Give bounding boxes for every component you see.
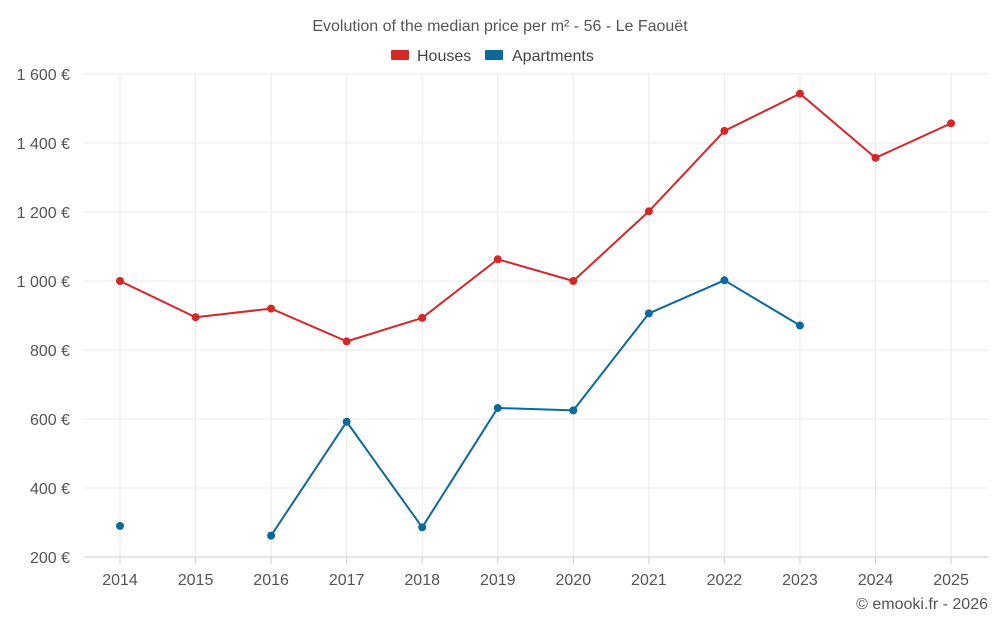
x-tick-label-2025: 2025 — [933, 572, 969, 589]
data-point-houses-2019[interactable] — [493, 255, 502, 264]
series-line-apartments-0 — [270, 279, 801, 537]
y-tick-label-400: 400 € — [30, 481, 70, 498]
x-tick-label-2018: 2018 — [404, 572, 440, 589]
y-tick-label-200: 200 € — [30, 550, 70, 567]
data-point-houses-2018[interactable] — [418, 313, 427, 322]
y-tick-label-1000: 1 000 € — [17, 274, 70, 291]
x-tick-label-2024: 2024 — [858, 572, 894, 589]
chart-legend[interactable]: Houses Apartments — [391, 48, 594, 65]
x-tick-label-2017: 2017 — [329, 572, 365, 589]
legend-item-houses[interactable]: Houses — [391, 48, 471, 65]
x-tick-label-2014: 2014 — [102, 572, 138, 589]
data-point-apartments-2022[interactable] — [720, 276, 729, 285]
data-point-houses-2022[interactable] — [720, 126, 729, 135]
data-point-apartments-2017[interactable] — [342, 417, 351, 426]
data-point-houses-2025[interactable] — [947, 119, 956, 128]
credit-text: © emooki.fr - 2026 — [856, 596, 988, 613]
data-point-apartments-2014[interactable] — [116, 521, 124, 530]
x-tick-label-2021: 2021 — [631, 572, 667, 589]
data-point-houses-2014[interactable] — [116, 277, 124, 285]
y-tick-label-1400: 1 400 € — [17, 136, 70, 153]
data-point-apartments-2021[interactable] — [644, 309, 653, 318]
data-point-houses-2015[interactable] — [191, 313, 200, 322]
x-tick-label-2019: 2019 — [480, 572, 516, 589]
data-point-apartments-2018[interactable] — [418, 523, 427, 532]
y-tick-label-800: 800 € — [30, 343, 70, 360]
legend-swatch-houses — [391, 50, 409, 60]
data-point-apartments-2023[interactable] — [795, 321, 804, 330]
x-tick-label-2023: 2023 — [782, 572, 818, 589]
x-tick-label-2022: 2022 — [707, 572, 743, 589]
x-tick-label-2016: 2016 — [253, 572, 289, 589]
x-tick-label-2020: 2020 — [556, 572, 592, 589]
data-point-apartments-2020[interactable] — [569, 406, 578, 415]
series-line-houses-0 — [119, 92, 953, 343]
data-point-apartments-2016[interactable] — [267, 531, 276, 540]
legend-label-houses: Houses — [417, 48, 471, 65]
data-point-houses-2024[interactable] — [871, 153, 880, 162]
y-tick-label-1200: 1 200 € — [17, 205, 70, 222]
data-point-houses-2016[interactable] — [267, 304, 276, 313]
data-point-apartments-2019[interactable] — [493, 403, 502, 412]
chart-title: Evolution of the median price per m² - 5… — [312, 18, 688, 35]
data-point-houses-2023[interactable] — [795, 89, 804, 98]
legend-item-apartments[interactable]: Apartments — [485, 48, 594, 65]
data-point-houses-2020[interactable] — [569, 277, 578, 285]
legend-swatch-apartments — [485, 50, 503, 60]
axes: 200 € 400 € 600 € 800 € 1 000 € 1 200 € 1 400 … — [17, 67, 989, 589]
grid — [84, 73, 989, 558]
data-point-houses-2017[interactable] — [342, 337, 351, 346]
data-point-houses-2021[interactable] — [644, 207, 653, 216]
y-tick-label-1600: 1 600 € — [17, 67, 70, 84]
x-tick-label-2015: 2015 — [178, 572, 214, 589]
series-apartments — [116, 276, 804, 540]
series-houses — [116, 89, 956, 346]
series-layer — [116, 89, 956, 540]
y-tick-label-600: 600 € — [30, 412, 70, 429]
legend-label-apartments: Apartments — [512, 48, 594, 65]
